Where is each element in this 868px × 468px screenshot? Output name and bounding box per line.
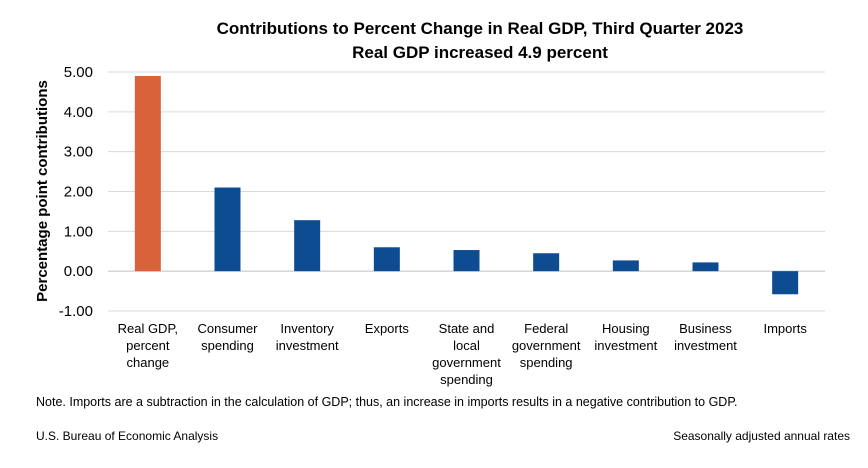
category-labels: Real GDP, percent change Consumer spending In… xyxy=(118,321,808,387)
rate-basis-label: Seasonally adjusted annual rates xyxy=(673,429,850,443)
category-label-1: Consumer spending xyxy=(198,321,259,353)
y-tick-label: -1.00 xyxy=(59,303,93,320)
y-tick-label: 2.00 xyxy=(64,184,93,201)
y-tick-label: 3.00 xyxy=(64,144,93,161)
category-label-4: State and local government spending xyxy=(432,321,501,387)
category-label-5: Federal government spending xyxy=(512,321,581,370)
bar-4 xyxy=(453,250,480,272)
category-label-8: Imports xyxy=(763,321,807,336)
chart: Contributions to Percent Change in Real … xyxy=(34,19,825,387)
chart-note: Note. Imports are a subtraction in the c… xyxy=(36,395,738,409)
bar-2 xyxy=(294,220,321,272)
category-label-7: Business investment xyxy=(674,321,737,353)
y-tick-label: 0.00 xyxy=(64,263,93,280)
y-tick-label: 5.00 xyxy=(64,64,93,81)
category-label-3: Exports xyxy=(365,321,410,336)
chart-subtitle: Real GDP increased 4.9 percent xyxy=(352,43,608,62)
bar-6 xyxy=(612,260,639,272)
chart-title: Contributions to Percent Change in Real … xyxy=(217,19,744,38)
bar-1 xyxy=(214,187,241,272)
y-tick-label: 1.00 xyxy=(64,223,93,240)
bar-5 xyxy=(533,253,560,272)
y-tick-labels: 5.00 4.00 3.00 2.00 1.00 0.00 -1.00 xyxy=(59,64,93,320)
bar-0 xyxy=(134,75,161,272)
bar-7 xyxy=(692,262,719,272)
y-axis-label: Percentage point contributions xyxy=(34,80,51,302)
y-tick-label: 4.00 xyxy=(64,104,93,121)
category-label-0: Real GDP, percent change xyxy=(118,321,178,370)
bar-3 xyxy=(373,247,400,272)
category-label-2: Inventory investment xyxy=(276,321,339,353)
category-label-6: Housing investment xyxy=(594,321,657,353)
bars xyxy=(134,75,799,295)
source-label: U.S. Bureau of Economic Analysis xyxy=(36,429,219,443)
bar-8 xyxy=(772,271,799,295)
